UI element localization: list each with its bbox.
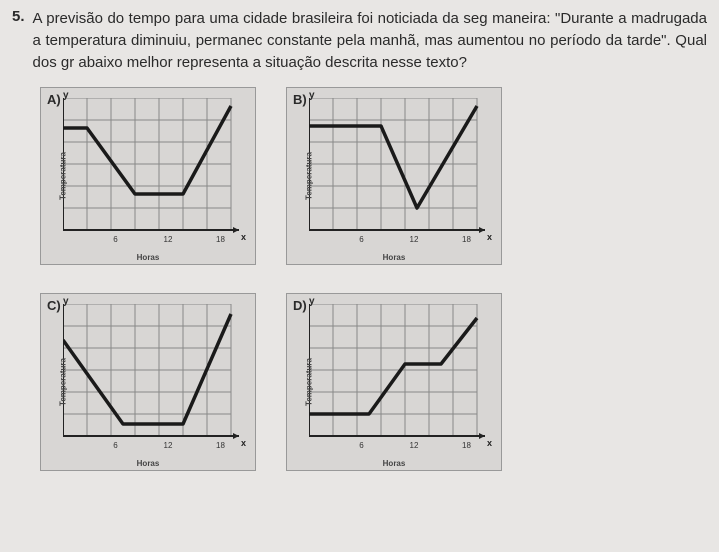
svg-text:18: 18: [462, 441, 471, 450]
svg-text:x: x: [241, 438, 246, 448]
x-axis-label: Horas: [137, 459, 160, 468]
svg-text:x: x: [487, 232, 492, 242]
chart-svg: 0 6 12 18 x: [63, 98, 247, 250]
svg-text:0: 0: [63, 235, 64, 244]
svg-text:18: 18: [216, 235, 225, 244]
svg-text:12: 12: [164, 441, 173, 450]
y-axis-label: Temperatura: [304, 358, 313, 406]
chart-option-c: C)y Temperatura Horas 0 6 12 18 x: [40, 293, 256, 471]
y-symbol: y: [63, 296, 69, 307]
svg-text:12: 12: [410, 441, 419, 450]
y-axis-label: Temperatura: [58, 152, 67, 200]
svg-text:6: 6: [359, 235, 364, 244]
y-axis-label: Temperatura: [304, 152, 313, 200]
svg-text:12: 12: [164, 235, 173, 244]
svg-text:0: 0: [63, 441, 64, 450]
x-axis-label: Horas: [137, 253, 160, 262]
y-symbol: y: [309, 90, 315, 101]
chart-svg: 0 6 12 18 x: [309, 98, 493, 250]
svg-text:18: 18: [216, 441, 225, 450]
svg-text:6: 6: [113, 235, 118, 244]
svg-text:x: x: [487, 438, 492, 448]
svg-text:0: 0: [309, 441, 310, 450]
chart-option-d: D)y Temperatura Horas 0 6 12 18 x: [286, 293, 502, 471]
option-label: D): [293, 298, 307, 313]
option-label: A): [47, 92, 61, 107]
option-label: C): [47, 298, 61, 313]
chart-svg: 0 6 12 18 x: [309, 304, 493, 456]
x-axis-label: Horas: [383, 253, 406, 262]
svg-text:12: 12: [410, 235, 419, 244]
chart-svg: 0 6 12 18 x: [63, 304, 247, 456]
question-text: A previsão do tempo para uma cidade bras…: [33, 8, 707, 73]
svg-text:18: 18: [462, 235, 471, 244]
y-symbol: y: [63, 90, 69, 101]
svg-text:0: 0: [309, 235, 310, 244]
charts-grid: A)yTemperaturaHoras061218xB)yTemperatura…: [12, 87, 707, 471]
svg-text:6: 6: [359, 441, 364, 450]
chart-option-b: B)y Temperatura Horas 0 6 12 18 x: [286, 87, 502, 265]
svg-text:x: x: [241, 232, 246, 242]
option-label: B): [293, 92, 307, 107]
x-axis-label: Horas: [383, 459, 406, 468]
svg-text:6: 6: [113, 441, 118, 450]
y-symbol: y: [309, 296, 315, 307]
y-axis-label: Temperatura: [58, 358, 67, 406]
question-number: 5.: [12, 8, 25, 73]
chart-option-a: A)y Temperatura Horas 0 6 12 18 x: [40, 87, 256, 265]
